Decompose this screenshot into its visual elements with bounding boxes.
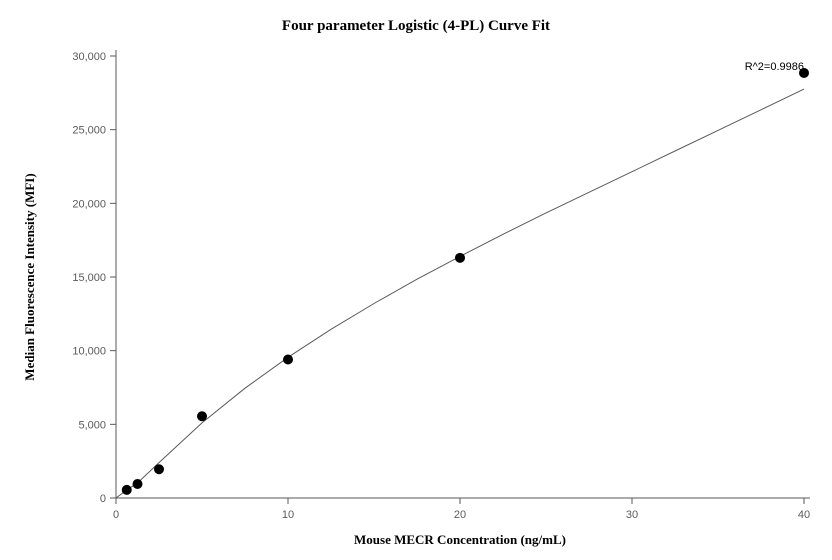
y-tick-label: 0 (100, 493, 106, 505)
x-tick-label: 40 (798, 509, 810, 521)
data-point (283, 355, 293, 365)
x-tick-label: 10 (282, 509, 294, 521)
data-point (133, 479, 143, 489)
y-tick-label: 5,000 (78, 419, 106, 431)
x-tick-label: 20 (454, 509, 466, 521)
x-tick-label: 30 (626, 509, 638, 521)
data-point (122, 485, 132, 495)
data-point (455, 253, 465, 263)
x-axis-label: Mouse MECR Concentration (ng/mL) (354, 532, 566, 547)
y-tick-label: 30,000 (72, 51, 106, 63)
x-tick-label: 0 (113, 509, 119, 521)
y-tick-label: 20,000 (72, 198, 106, 210)
data-point (197, 411, 207, 421)
chart-container: Four parameter Logistic (4-PL) Curve Fit… (0, 0, 832, 560)
y-axis-label: Median Fluorescence Intensity (MFI) (22, 173, 37, 380)
chart-title: Four parameter Logistic (4-PL) Curve Fit (282, 18, 550, 34)
chart-svg: Four parameter Logistic (4-PL) Curve Fit… (0, 0, 832, 560)
r-squared-annotation: R^2=0.9986 (745, 61, 804, 73)
data-point (154, 464, 164, 474)
y-tick-label: 25,000 (72, 125, 106, 137)
y-tick-label: 15,000 (72, 272, 106, 284)
y-tick-label: 10,000 (72, 346, 106, 358)
